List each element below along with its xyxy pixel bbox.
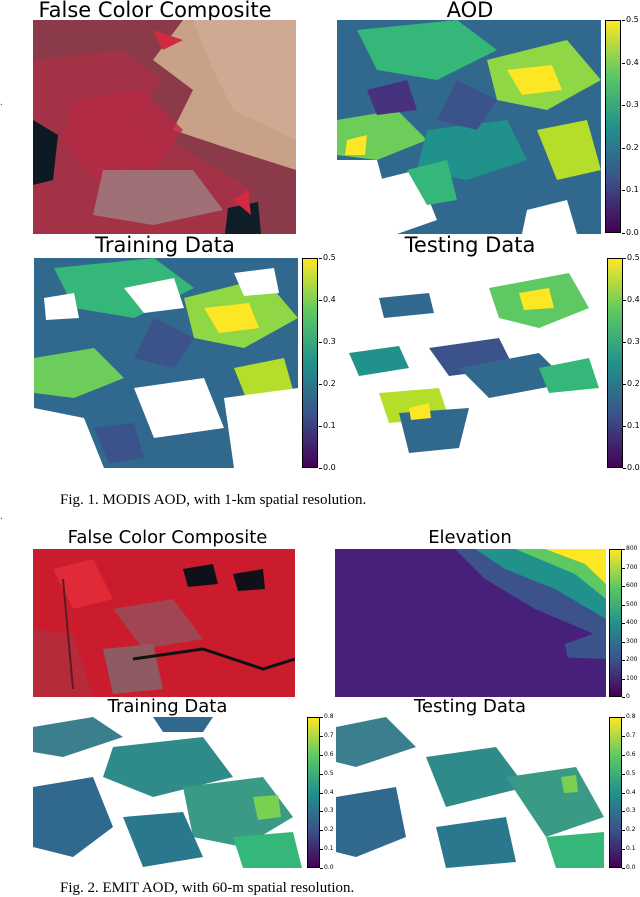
colorbar-tick: 0.3	[622, 807, 636, 815]
fig1-aod-colorbar-ticks: 0.5 0.4 0.3 0.2 0.1 0.0	[622, 16, 640, 237]
fig2-testing-colorbar	[609, 717, 622, 868]
margin-mark: .	[0, 96, 3, 108]
colorbar-tick: 800	[621, 545, 638, 552]
fig2-training-colorbar	[307, 717, 320, 868]
colorbar-tick: 0.3	[623, 337, 640, 346]
fig1-training-colorbar-ticks: 0.5 0.4 0.3 0.2 0.1 0.0	[319, 254, 337, 472]
fig2-elevation-image	[335, 549, 606, 697]
colorbar-tick: 0.0	[622, 228, 639, 237]
colorbar-tick: 0	[622, 693, 630, 700]
colorbar-tick: 0.1	[319, 421, 336, 430]
fig2-false-color-image	[33, 549, 295, 697]
colorbar-tick: 0.0	[623, 463, 640, 472]
fig1-testing-colorbar-ticks: 0.5 0.4 0.3 0.2 0.1 0.0	[623, 254, 640, 472]
colorbar-tick: 600	[621, 582, 638, 589]
colorbar-tick: 0.3	[319, 337, 336, 346]
fig2-training-image	[33, 717, 302, 868]
colorbar-tick: 0.1	[623, 421, 640, 430]
fig1-title-testing: Testing Data	[404, 233, 536, 257]
colorbar-tick: 0.6	[622, 750, 636, 758]
colorbar-tick: 0.1	[320, 845, 334, 853]
fig1-testing-colorbar	[607, 258, 623, 468]
colorbar-tick: 0.5	[622, 769, 636, 777]
fig1-training-image	[34, 258, 298, 468]
colorbar-tick: 0.0	[622, 864, 636, 871]
colorbar-tick: 0.7	[622, 731, 636, 739]
colorbar-tick: 0.8	[320, 713, 334, 720]
colorbar-tick: 700	[621, 563, 638, 571]
colorbar-tick: 0.1	[622, 185, 639, 195]
colorbar-tick: 0.4	[320, 788, 334, 796]
colorbar-tick: 400	[621, 619, 638, 626]
colorbar-tick: 500	[621, 600, 638, 608]
colorbar-tick: 0.0	[320, 864, 334, 871]
colorbar-tick: 0.5	[622, 15, 639, 24]
fig2-caption: Fig. 2. EMIT AOD, with 60-m spatial reso…	[60, 880, 355, 896]
fig2-title-training: Training Data	[107, 696, 228, 717]
colorbar-tick: 200	[621, 656, 638, 663]
fig1-title-training: Training Data	[95, 233, 235, 257]
fig1-aod-colorbar	[605, 20, 621, 233]
colorbar-tick: 0.2	[622, 826, 636, 834]
fig2-title-false-color: False Color Composite	[67, 527, 268, 548]
fig1-title-aod: AOD	[446, 0, 494, 22]
fig2-testing-colorbar-ticks: 0.8 0.7 0.6 0.5 0.4 0.3 0.2 0.1 0.0	[622, 713, 640, 871]
colorbar-tick: 0.1	[622, 845, 636, 853]
colorbar-tick: 0.4	[622, 57, 639, 67]
fig2-elevation-colorbar	[609, 549, 622, 697]
fig2-title-testing: Testing Data	[414, 696, 526, 717]
colorbar-tick: 0.2	[623, 379, 640, 388]
margin-mark: .	[0, 510, 3, 522]
fig2-title-elevation: Elevation	[428, 527, 512, 548]
colorbar-tick: 0.4	[623, 295, 640, 304]
fig2-testing-image	[336, 717, 604, 868]
fig1-title-false-color: False Color Composite	[38, 0, 272, 22]
fig2-elevation-colorbar-ticks: 800 700 600 500 400 300 200 100 0	[621, 545, 640, 700]
colorbar-tick: 0.4	[622, 788, 636, 796]
fig1-caption: Fig. 1. MODIS AOD, with 1-km spatial res…	[60, 492, 367, 508]
colorbar-tick: 0.2	[320, 826, 334, 834]
colorbar-tick: 0.5	[319, 253, 336, 262]
fig1-testing-image	[339, 258, 603, 468]
colorbar-tick: 0.3	[622, 100, 639, 110]
fig2-training-colorbar-ticks: 0.8 0.7 0.6 0.5 0.4 0.3 0.2 0.1 0.0	[320, 713, 338, 871]
colorbar-tick: 0.3	[320, 807, 334, 815]
colorbar-tick: 0.0	[319, 463, 336, 472]
fig1-training-colorbar	[302, 258, 318, 468]
colorbar-tick: 0.6	[320, 750, 334, 758]
colorbar-tick: 100	[621, 674, 638, 682]
colorbar-tick: 0.8	[622, 713, 636, 720]
colorbar-tick: 0.2	[622, 142, 639, 152]
colorbar-tick: 0.5	[320, 769, 334, 777]
colorbar-tick: 0.4	[319, 295, 336, 304]
fig1-false-color-image	[33, 20, 296, 234]
colorbar-tick: 0.7	[320, 731, 334, 739]
colorbar-tick: 0.5	[623, 253, 640, 262]
colorbar-tick: 0.2	[319, 379, 336, 388]
fig1-aod-image	[337, 20, 601, 234]
colorbar-tick: 300	[621, 637, 638, 645]
